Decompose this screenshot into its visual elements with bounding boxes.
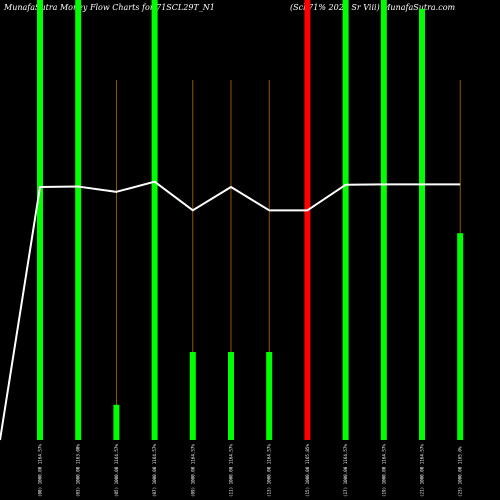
x-tick-label: (15) 1000.00 1165.85% [305,444,310,497]
bar [380,0,387,440]
x-tick-label: (07) 1000.00 1164.57% [152,444,157,497]
bar [189,352,196,440]
x-tick-labels: (00) 1000.00 1164.57% (03) 1000.00 1163.0… [38,444,463,497]
x-tick-label: (09) 1000.00 1164.57% [190,444,195,497]
bar [342,0,349,440]
chart-title: MunafaSutra Money Flow Charts for 71SCL2… [4,3,215,12]
x-tick-label: (21) 1000.00 1164.57% [420,444,425,497]
money-flow-line [0,180,461,441]
money-flow-line-path [0,180,461,441]
bars [37,0,464,441]
bar [266,352,273,440]
bar [228,352,234,440]
x-tick-label: (13) 1000.00 1164.57% [267,444,272,497]
x-tick-label: (23) 1000.00 1165.0% [458,446,463,497]
bar [151,0,158,440]
bar [37,0,43,440]
bar [457,233,464,440]
bar [113,404,120,440]
bar [75,0,82,440]
bar [304,0,311,440]
bar [419,8,425,441]
x-tick-label: (11) 1000.00 1164.57% [229,444,234,497]
chart-subtitle: (Scl 71% 2029 Sr Viii) MunafaSutra.com [290,3,456,12]
x-tick-label: (19) 1000.00 1164.57% [381,444,386,497]
x-tick-label: (00) 1000.00 1164.57% [38,444,43,497]
x-tick-label: (17) 1000.00 1164.57% [343,444,348,497]
x-tick-label: (03) 1000.00 1163.00% [76,444,81,497]
x-tick-label: (05) 1000.00 1164.57% [114,444,119,497]
guide-lines [39,80,461,440]
